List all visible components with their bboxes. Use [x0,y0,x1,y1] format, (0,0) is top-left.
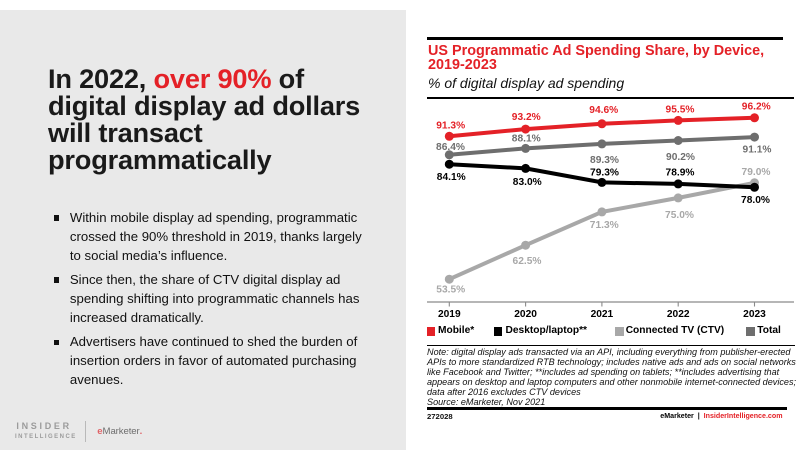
svg-text:91.3%: 91.3% [436,121,465,132]
svg-text:95.5%: 95.5% [666,105,695,116]
svg-text:90.2%: 90.2% [666,152,695,163]
svg-text:83.0%: 83.0% [513,177,542,188]
svg-text:2021: 2021 [591,309,614,320]
svg-text:75.0%: 75.0% [665,210,694,221]
svg-text:91.1%: 91.1% [743,145,772,156]
svg-text:78.0%: 78.0% [741,195,770,206]
svg-text:2022: 2022 [667,309,690,320]
svg-text:2020: 2020 [514,309,537,320]
svg-text:62.5%: 62.5% [513,256,542,267]
svg-text:96.2%: 96.2% [742,102,771,113]
svg-text:53.5%: 53.5% [436,285,465,296]
svg-text:71.3%: 71.3% [590,220,619,231]
svg-text:84.1%: 84.1% [437,172,466,183]
svg-text:79.0%: 79.0% [742,167,771,178]
svg-text:88.1%: 88.1% [512,134,541,145]
svg-text:86.4%: 86.4% [436,142,465,153]
svg-text:93.2%: 93.2% [512,112,541,123]
svg-text:78.9%: 78.9% [666,168,695,179]
svg-text:89.3%: 89.3% [590,155,619,166]
svg-text:2023: 2023 [743,309,766,320]
svg-text:79.3%: 79.3% [590,168,619,179]
svg-text:2019: 2019 [438,309,461,320]
svg-text:94.6%: 94.6% [589,105,618,116]
